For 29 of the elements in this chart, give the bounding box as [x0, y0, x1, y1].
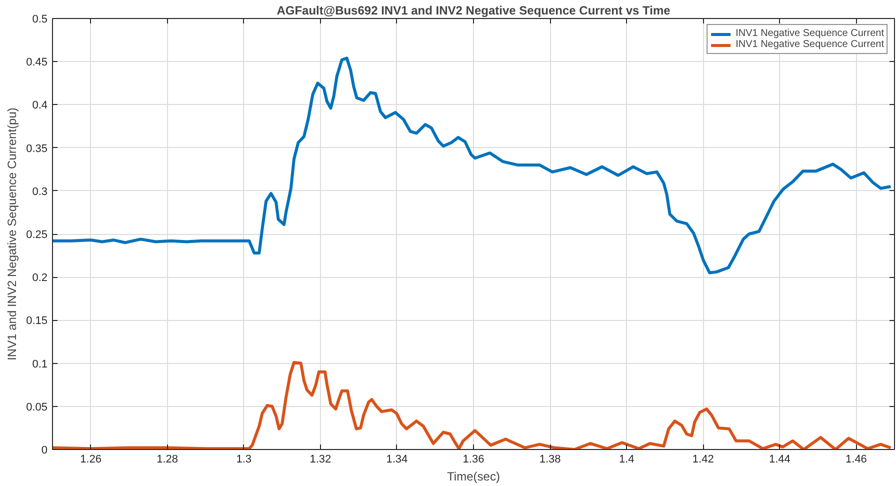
y-tick-label: 0.5: [32, 14, 48, 26]
x-axis-title: Time(sec): [447, 470, 500, 484]
line-series: [52, 360, 892, 450]
line-series: [52, 56, 892, 274]
x-tick-label: 1.42: [692, 454, 714, 466]
legend-label: INV1 Negative Sequence Current: [736, 39, 884, 50]
x-tick-label: 1.38: [539, 454, 561, 466]
x-tick-label: 1.26: [80, 454, 102, 466]
y-tick-label: 0.15: [26, 315, 48, 328]
chart-title: AGFault@Bus692 INV1 and INV2 Negative Sequence Current vs Time: [276, 4, 671, 18]
x-tick-label: 1.28: [156, 454, 178, 466]
y-tick-label: 0.25: [26, 229, 48, 241]
x-tick-label: 1.32: [310, 454, 332, 466]
y-tick-label: 0.3: [32, 186, 48, 198]
x-tick-label: 1.44: [768, 454, 790, 466]
y-tick-label: 0.4: [32, 100, 48, 112]
y-tick-label: 0.45: [26, 56, 48, 69]
y-axis-title: INV1 and INV2 Negative Sequence Current(pu): [5, 108, 20, 360]
x-tick-label: 1.36: [462, 454, 484, 466]
x-tick-label: 1.34: [386, 454, 408, 466]
y-tick-label: 0.05: [26, 401, 48, 414]
x-tick-label: 1.3: [236, 454, 252, 466]
y-tick-label: 0: [41, 444, 48, 456]
y-tick-label: 0.1: [32, 358, 48, 370]
x-tick-label: 1.4: [618, 454, 634, 466]
x-tick-label: 1.46: [846, 454, 867, 466]
y-tick-label: 0.2: [32, 272, 48, 284]
legend-label: INV1 Negative Sequence Current: [736, 28, 884, 39]
y-tick-label: 0.35: [26, 142, 48, 155]
